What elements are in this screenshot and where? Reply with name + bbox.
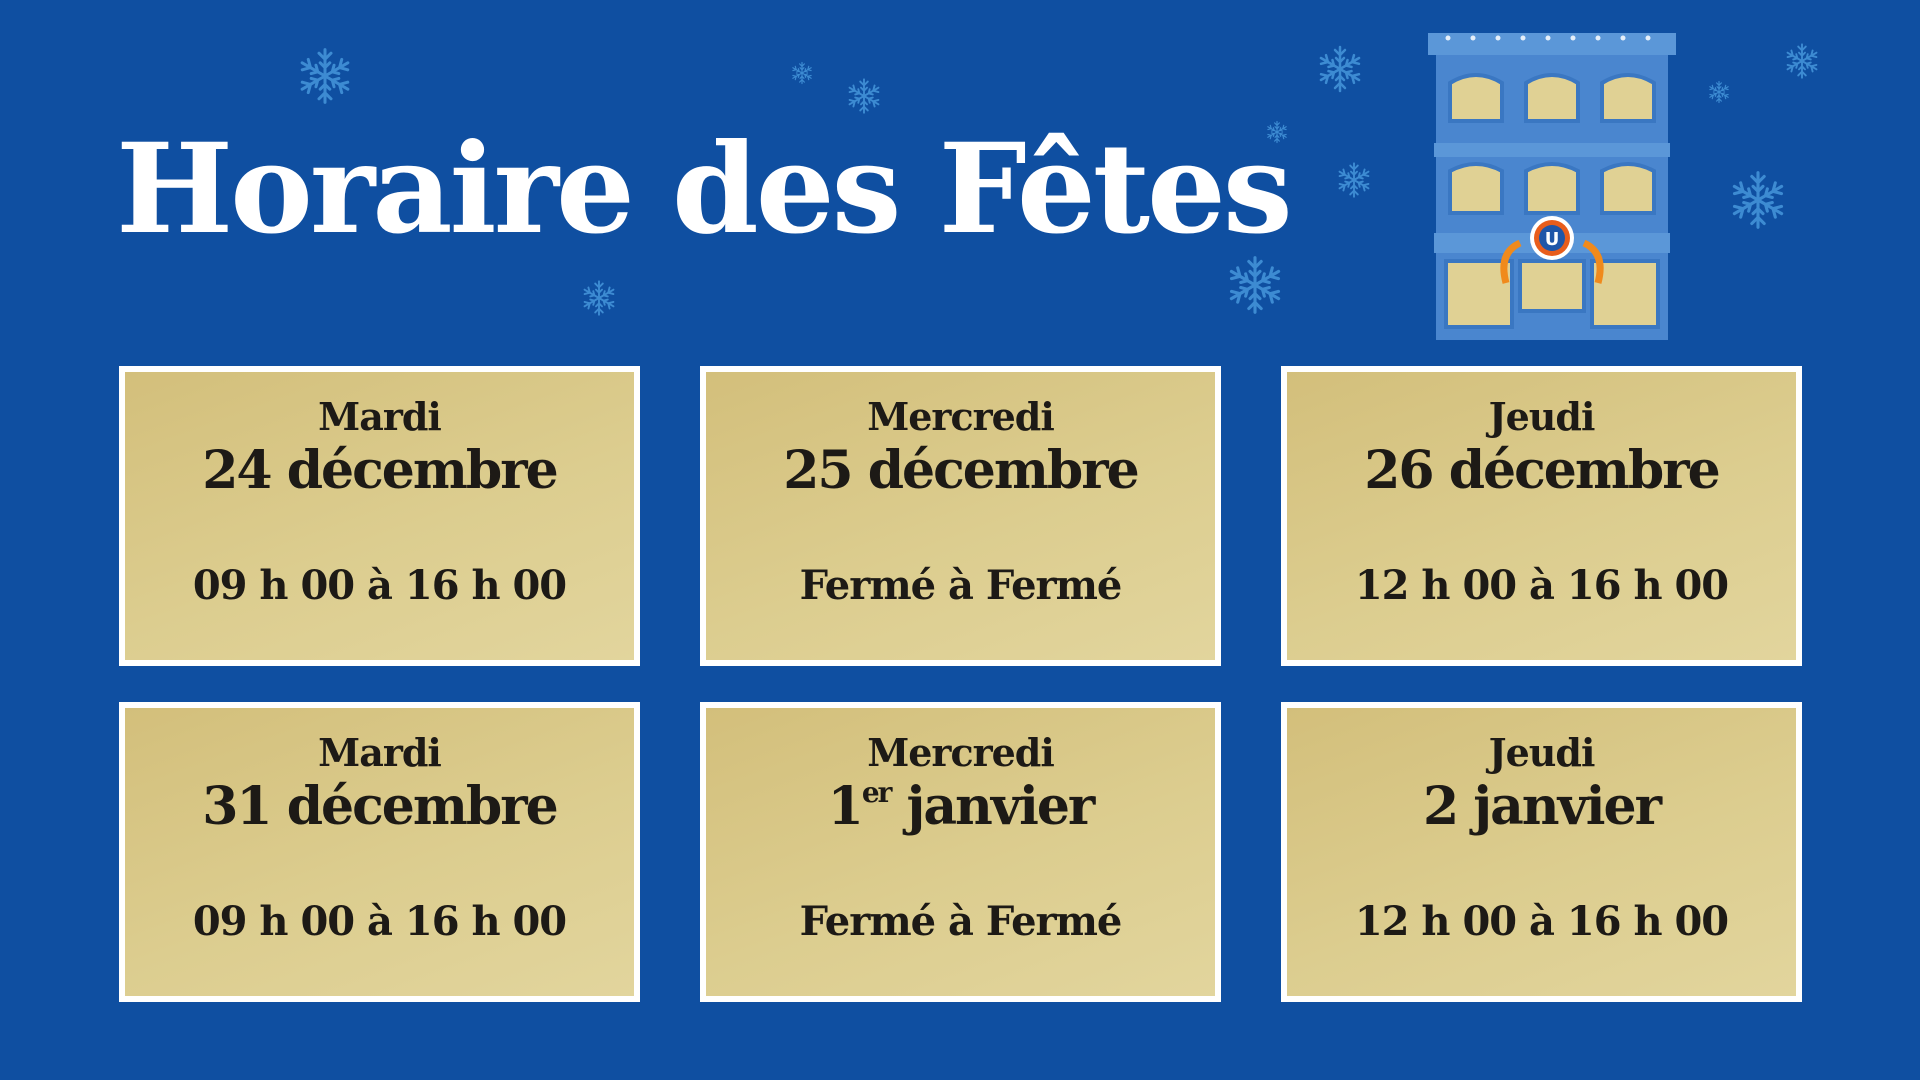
day-label: Jeudi — [1488, 394, 1596, 439]
day-label: Jeudi — [1488, 730, 1596, 775]
date-ordinal: er — [861, 776, 893, 809]
snowflake-icon — [790, 61, 814, 85]
date-label: 1er janvier — [706, 776, 1215, 837]
snowflake-icon — [580, 279, 618, 317]
snowflake-icon — [295, 46, 355, 106]
day-label: Mardi — [318, 394, 442, 439]
day-label: Mercredi — [867, 730, 1055, 775]
date-label: 24 décembre — [202, 440, 559, 501]
day-label: Mardi — [318, 730, 442, 775]
schedule-card: Mercredi 1er janvier Fermé à Fermé — [700, 702, 1221, 1002]
snowflake-icon — [1315, 44, 1365, 94]
date-label: 2 janvier — [1422, 776, 1662, 837]
snowflake-icon — [1783, 42, 1821, 80]
date-label: 26 décembre — [1364, 440, 1721, 501]
page-title: Horaire des Fêtes — [116, 117, 1293, 262]
snowflake-icon — [1335, 161, 1373, 199]
date-label: 25 décembre — [783, 440, 1140, 501]
hours-label: Fermé à Fermé — [799, 562, 1123, 609]
date-label: 31 décembre — [202, 776, 559, 837]
date-month: janvier — [890, 776, 1096, 837]
hours-label: 12 h 00 à 16 h 00 — [1354, 562, 1729, 609]
hours-label: Fermé à Fermé — [799, 898, 1123, 945]
schedule-card: Mercredi 25 décembre Fermé à Fermé — [700, 366, 1221, 666]
snowflake-icon — [1727, 169, 1789, 231]
store-building-icon: U — [1428, 33, 1676, 340]
hours-label: 09 h 00 à 16 h 00 — [192, 562, 567, 609]
date-number: 1 — [827, 776, 864, 837]
schedule-card: Jeudi 2 janvier 12 h 00 à 16 h 00 — [1281, 702, 1802, 1002]
snowflake-icon — [845, 77, 883, 115]
hours-label: 12 h 00 à 16 h 00 — [1354, 898, 1729, 945]
snowflake-icon — [1707, 80, 1731, 104]
svg-text:U: U — [1545, 229, 1560, 250]
day-label: Mercredi — [867, 394, 1055, 439]
schedule-card: Jeudi 26 décembre 12 h 00 à 16 h 00 — [1281, 366, 1802, 666]
snowflake-icon — [1224, 254, 1286, 316]
schedule-card: Mardi 24 décembre 09 h 00 à 16 h 00 — [119, 366, 640, 666]
schedule-card: Mardi 31 décembre 09 h 00 à 16 h 00 — [119, 702, 640, 1002]
hours-label: 09 h 00 à 16 h 00 — [192, 898, 567, 945]
